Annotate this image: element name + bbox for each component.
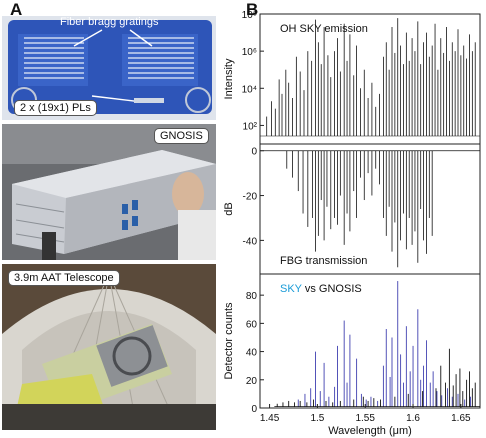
- sky-emission-title: OH SKY emission: [280, 23, 368, 35]
- sky-emission-lines: [260, 18, 480, 137]
- panel-b-charts: 10² 10⁴ 10⁶ 10⁸ 0 -20 -40 0 20 40 60 80 1.45 1.5 1.55 1…: [223, 10, 481, 437]
- x-tick-label: 1.65: [451, 413, 471, 424]
- axes-ticks: 10² 10⁴ 10⁶ 10⁸ 0 -20 -40 0 20 40 60 80 1.45 1.5 1.55 1…: [242, 10, 471, 424]
- pl-callout: 2 x (19x1) PLs: [14, 100, 97, 116]
- y-tick-label: 10²: [243, 121, 258, 132]
- y-tick-label: 80: [246, 291, 258, 302]
- x-tick-label: 1.55: [355, 413, 375, 424]
- y-tick-label: -20: [243, 192, 258, 203]
- telescope-label: 3.9m AAT Telescope: [8, 270, 120, 286]
- x-tick-label: 1.5: [310, 413, 324, 424]
- sky-vs-gnosis-title: SKY vs GNOSIS: [280, 283, 362, 295]
- wavelength-axis-label: Wavelength (μm): [328, 425, 412, 437]
- y-tick-label: 10⁸: [242, 10, 257, 21]
- detector-counts-axis-label: Detector counts: [223, 302, 235, 380]
- y-tick-label: -40: [243, 236, 258, 247]
- fiber-plate-image: [2, 16, 216, 120]
- y-tick-label: 40: [246, 348, 258, 359]
- fbg-transmission-title: FBG transmission: [280, 255, 367, 267]
- y-tick-label: 20: [246, 376, 258, 387]
- gnosis-image: [2, 124, 216, 260]
- fiber-bragg-label: Fiber bragg gratings: [60, 16, 159, 28]
- telescope-photo: 3.9m AAT Telescope: [2, 264, 216, 430]
- fiber-plate-photo: Fiber bragg gratings 2 x (19x1) PLs: [2, 16, 216, 120]
- vs-gnosis-text: vs GNOSIS: [302, 283, 362, 295]
- x-tick-label: 1.45: [260, 413, 280, 424]
- x-tick-label: 1.6: [406, 413, 420, 424]
- intensity-axis-label: Intensity: [223, 58, 235, 99]
- gnosis-photo: GNOSIS: [2, 124, 216, 260]
- sky-word: SKY: [280, 283, 303, 295]
- detector-counts-frame: [259, 273, 481, 409]
- detector-counts-lines: [274, 281, 480, 407]
- gnosis-label: GNOSIS: [154, 128, 209, 144]
- fbg-transmission-lines: [260, 150, 480, 268]
- panel-a-letter: A: [10, 0, 23, 19]
- y-tick-label: 60: [246, 319, 258, 330]
- y-tick-label: 0: [251, 147, 257, 158]
- panel-b-letter: B: [246, 0, 259, 19]
- db-axis-label: dB: [223, 202, 235, 215]
- telescope-image: [2, 264, 216, 430]
- y-tick-label: 10⁶: [242, 47, 257, 58]
- y-tick-label: 10⁴: [242, 84, 257, 95]
- y-tick-label: 0: [251, 404, 257, 415]
